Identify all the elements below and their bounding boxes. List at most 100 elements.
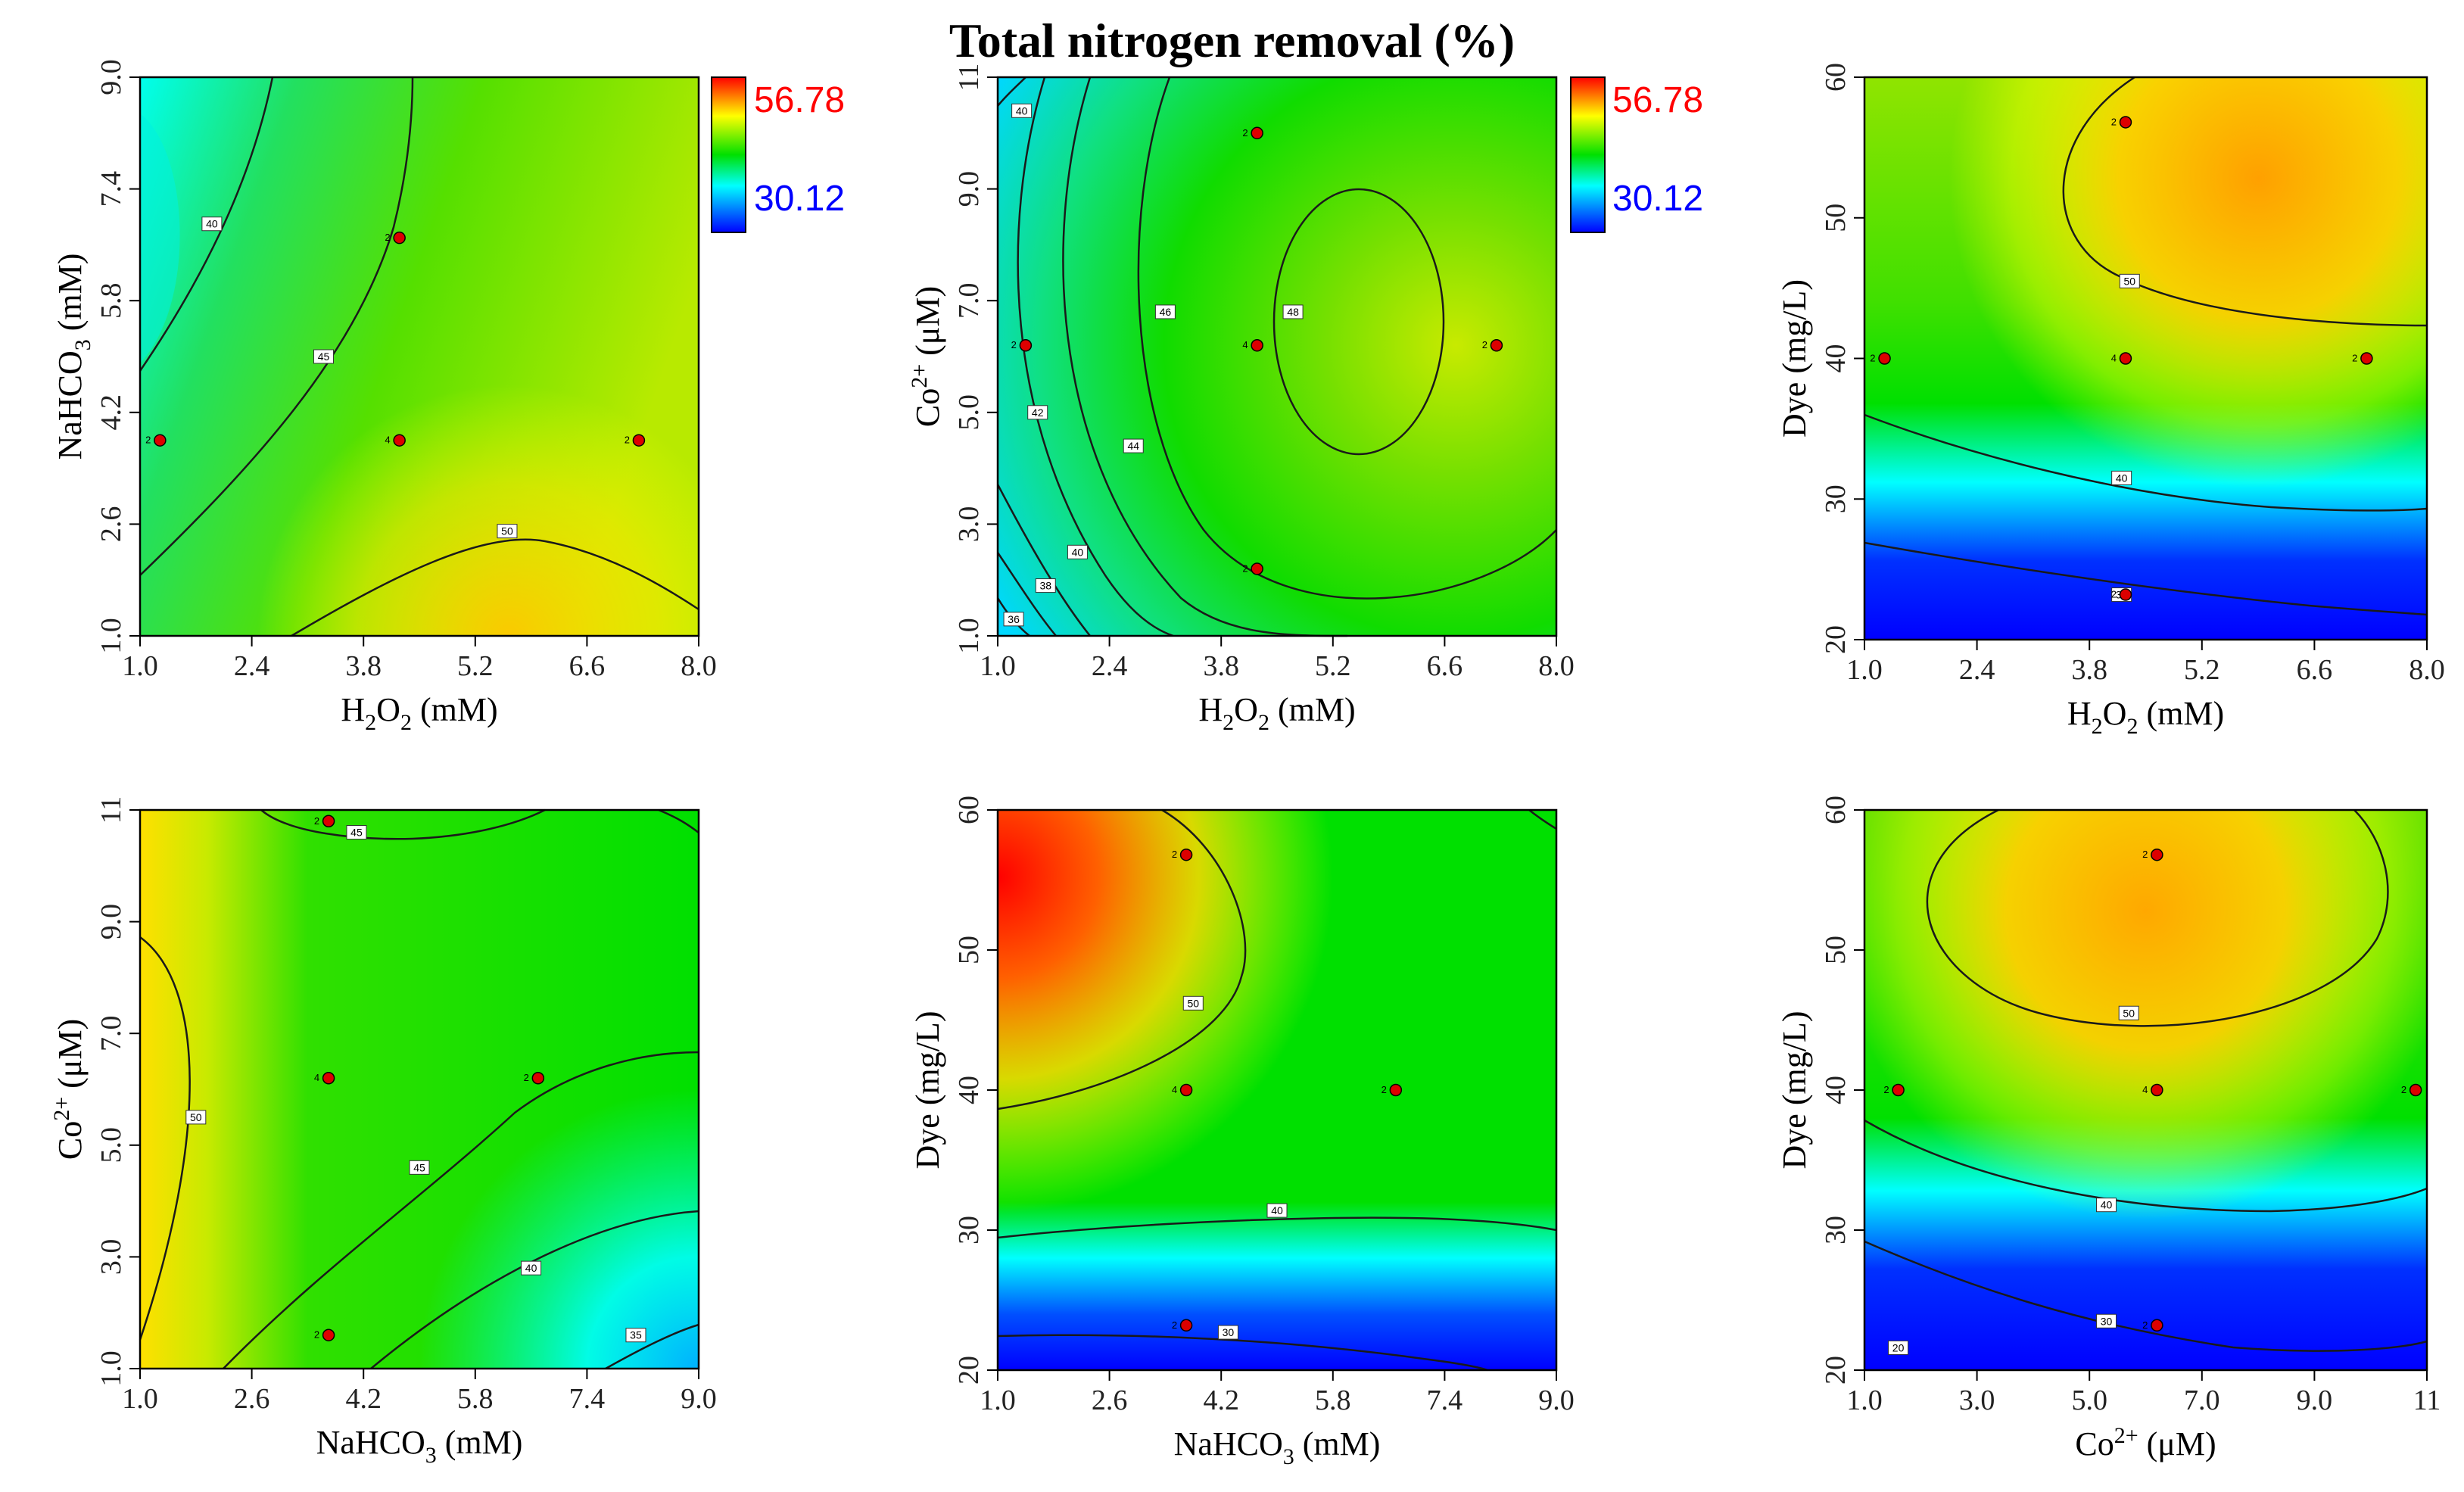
contour-label: 45 [409,1160,430,1175]
design-point-count: 2 [524,1072,529,1083]
colorbar-2-min: 30.12 [1612,179,1703,219]
y-axis-label: NaHCO3 (mM) [51,254,95,460]
contour-label-text: 45 [413,1161,425,1173]
design-point [1251,126,1263,140]
x-tick-label: 1.0 [980,650,1016,682]
contour-label: 35 [625,1328,646,1343]
design-point [2119,116,2132,129]
design-point [2119,352,2132,365]
contour-label-text: 20 [1892,1341,1905,1353]
panel-1: 1.0 2.4 3.8 5.2 6.6 8.0 1.0 2.6 4.2 5.8 7.4 9.0 H2O2… [51,59,717,735]
design-point [393,434,406,447]
design-point-count: 2 [2111,116,2117,127]
plot-frame [996,76,1558,637]
contour-label-text: 50 [501,525,513,537]
design-point [2360,352,2373,365]
contour-label: 38 [1035,578,1056,593]
y-axis-label: Dye (mg/L) [1776,1011,1813,1170]
y-tick-label: 30 [1820,484,1852,513]
contour-label-box [1011,103,1033,118]
x-tick-label: 7.4 [569,1383,606,1415]
contour-label-text: 40 [1072,546,1084,558]
contour-label-box [1154,304,1176,319]
x-axis-label: H2O2 (mM) [2067,695,2224,739]
x-tick-label: 5.8 [457,1383,494,1415]
y-tick-label: 1.0 [95,1350,127,1387]
x-tick-label: 1.0 [122,1383,158,1415]
contour-label-text: 45 [318,350,330,363]
y-tick-label: 60 [1820,796,1852,824]
x-tick-label: 11 [2413,1385,2441,1416]
design-point [322,1328,335,1341]
colorbar-1-min: 30.12 [754,179,845,219]
y-tick-label: 50 [1820,936,1852,964]
contour-label: 50 [497,524,518,539]
design-point [1251,562,1263,575]
contour-label: 40 [2111,470,2132,485]
contour-label-box [497,524,518,539]
x-tick-label: 8.0 [681,650,717,682]
design-point-count: 2 [2142,1319,2148,1331]
y-axis-label: Dye (mg/L) [1776,279,1813,438]
y-tick-label: 3.0 [953,506,985,543]
design-point-count: 2 [1172,1319,1177,1331]
x-tick-label: 3.8 [345,650,382,682]
y-tick-label: 11 [953,64,985,92]
design-point-count: 2 [385,232,390,243]
design-point [1179,1319,1193,1332]
y-tick-label: 60 [1820,63,1852,92]
design-point [1019,338,1033,352]
design-point [2151,1083,2163,1097]
contour-label: 45 [346,825,367,840]
contour-label-text: 46 [1160,306,1172,318]
design-point-count: 2 [2111,589,2117,600]
contour-label-text: 40 [206,218,218,230]
contour-label-text: 40 [1271,1204,1283,1216]
design-point-count: 2 [314,815,319,827]
panel-2: 1.0 2.4 3.8 5.2 6.6 8.0 1.0 3.0 5.0 7.0 9.0 11 H2O2 … [907,64,1575,735]
x-tick-label: 8.0 [2409,654,2445,686]
x-tick-label: 2.4 [1092,650,1128,682]
contour-label-text: 50 [190,1111,202,1123]
x-tick-label: 5.2 [457,650,494,682]
contour-label-box [1035,578,1056,593]
contour-label-box [521,1260,542,1276]
panel-5-field [998,810,1556,1370]
contour-label-box [1217,1325,1238,1340]
contour-label: 50 [2119,273,2140,288]
contour-label-text: 38 [1039,580,1051,592]
contour-label: 30 [2095,1313,2117,1328]
contour-label-text: 40 [1016,104,1028,117]
contour-label-box [1123,438,1144,453]
y-axis-label: Dye (mg/L) [909,1011,946,1170]
contour-label: 50 [1182,995,1204,1011]
x-tick-label: 8.0 [1538,650,1575,682]
y-tick-label: 1.0 [95,618,127,654]
contour-label: 40 [1067,544,1088,559]
contour-label-text: 40 [2101,1199,2113,1211]
x-axis-label: H2O2 (mM) [1198,691,1355,735]
design-point-count: 4 [314,1072,319,1083]
contour-label-box [1003,612,1024,627]
x-axis-label: H2O2 (mM) [341,691,497,735]
x-tick-label: 2.6 [234,1383,270,1415]
contour-label-box [1027,405,1048,420]
y-tick-label: 30 [953,1216,985,1244]
design-point-count: 2 [625,435,630,446]
contour-label-text: 36 [1008,613,1020,625]
colorbar-1 [711,76,746,233]
x-tick-label: 9.0 [1538,1385,1575,1416]
y-tick-label: 50 [1820,204,1852,232]
design-point [393,231,406,245]
contour-label-text: 40 [2116,472,2128,484]
y-tick-label: 11 [95,796,127,824]
x-tick-label: 5.2 [1315,650,1351,682]
colorbar-2 [1570,76,1606,233]
contour-label-box [2119,273,2140,288]
design-point [322,815,335,828]
design-point-count: 2 [2352,353,2357,364]
contour-label-text: 44 [1127,440,1139,452]
contour-label-text: 45 [350,827,363,839]
contour-label-box [313,349,334,364]
contour-label: 46 [1154,304,1176,319]
